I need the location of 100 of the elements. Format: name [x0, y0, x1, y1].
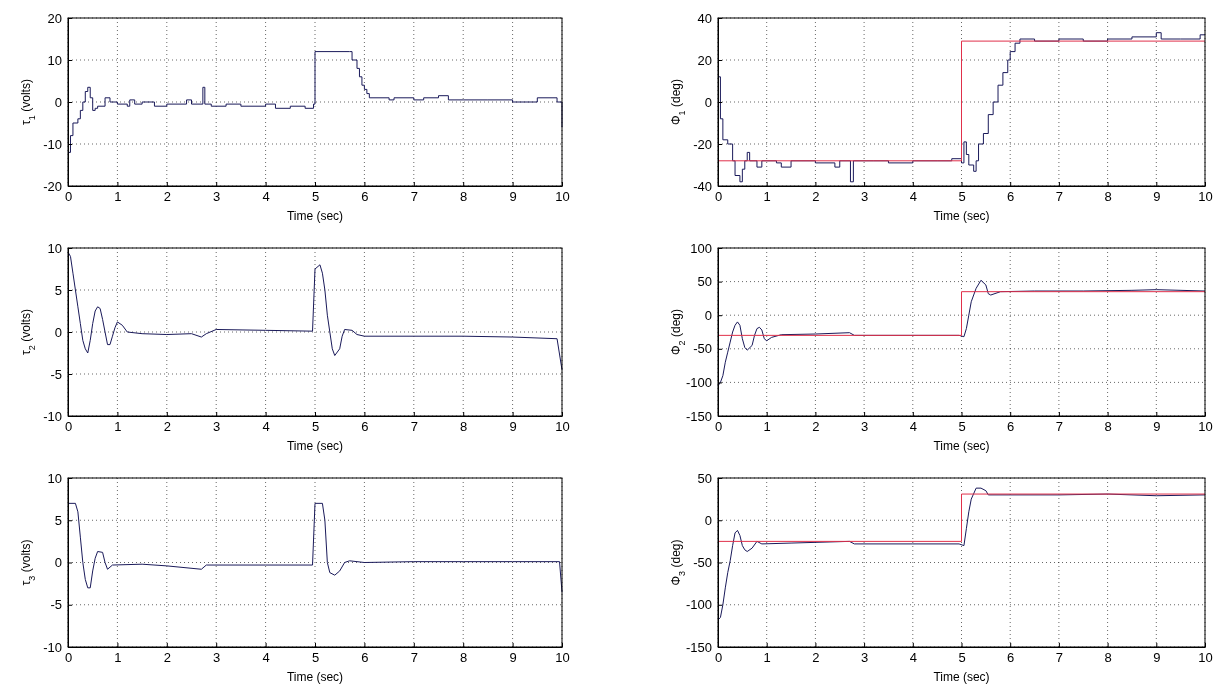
x-tick-label: 2: [812, 189, 820, 205]
x-tick-label: 0: [64, 650, 73, 666]
x-tick-label: 0: [714, 189, 723, 205]
x-tick-label: 3: [213, 650, 221, 666]
x-tick-label: 10: [1198, 419, 1213, 435]
x-tick-label: 7: [410, 419, 418, 435]
x-axis-title: Time (sec): [286, 209, 344, 223]
x-tick-label: 7: [1055, 419, 1064, 435]
y-tick-label: 5: [54, 282, 62, 298]
x-tick-label: 5: [958, 650, 966, 666]
x-tick-label: 5: [311, 419, 320, 435]
x-tick-label: 4: [262, 419, 270, 435]
x-tick-label: 10: [555, 650, 570, 666]
x-axis-title: Time (sec): [933, 670, 990, 684]
y-tick-label: -50: [693, 341, 712, 357]
x-tick-label: 5: [311, 650, 320, 666]
y-tick-label: 10: [47, 52, 62, 68]
x-tick-label: 4: [262, 189, 270, 205]
x-tick-label: 9: [1153, 419, 1161, 435]
y-tick-label: 10: [47, 240, 62, 256]
x-tick-label: 9: [509, 419, 517, 435]
x-tick-label: 4: [262, 650, 270, 666]
x-axis-title: Time (sec): [286, 439, 344, 453]
x-tick-label: 6: [1007, 419, 1015, 435]
y-tick-label: -10: [43, 136, 62, 152]
x-tick-label: 1: [114, 419, 122, 435]
x-axis-title: Time (sec): [933, 209, 990, 223]
y-tick-label: 0: [704, 94, 712, 110]
x-tick-label: 3: [860, 189, 869, 205]
x-tick-label: 10: [1198, 650, 1213, 666]
y-tick-label: -100: [685, 375, 712, 391]
x-tick-label: 6: [1007, 650, 1015, 666]
x-tick-label: 5: [958, 189, 966, 205]
y-tick-label: -20: [693, 136, 712, 152]
x-tick-label: 8: [1104, 189, 1112, 205]
x-tick-label: 6: [361, 189, 369, 205]
x-tick-label: 2: [812, 650, 820, 666]
x-tick-label: 3: [213, 419, 221, 435]
x-tick-label: 2: [163, 650, 171, 666]
x-axis-title: Time (sec): [286, 670, 344, 684]
y-tick-label: 0: [54, 555, 62, 571]
x-axis-title: Time (sec): [933, 439, 990, 453]
x-tick-label: 3: [860, 650, 869, 666]
x-tick-label: 8: [1104, 419, 1112, 435]
x-tick-label: 2: [163, 189, 171, 205]
x-tick-label: 2: [163, 419, 171, 435]
y-tick-label: 20: [697, 52, 712, 68]
x-tick-label: 7: [410, 650, 418, 666]
x-tick-label: 0: [714, 419, 723, 435]
x-tick-label: 6: [361, 419, 369, 435]
x-tick-label: 9: [1153, 650, 1161, 666]
x-tick-label: 7: [410, 189, 418, 205]
x-tick-label: 9: [509, 189, 517, 205]
x-tick-label: 8: [460, 419, 468, 435]
y-tick-label: -20: [43, 178, 62, 194]
y-tick-label: 5: [54, 512, 62, 528]
x-tick-label: 0: [64, 189, 73, 205]
y-tick-label: -150: [685, 639, 712, 655]
x-tick-label: 8: [1104, 650, 1112, 666]
x-tick-label: 3: [213, 189, 221, 205]
x-tick-label: 1: [114, 189, 122, 205]
y-tick-label: -10: [43, 408, 62, 424]
x-tick-label: 4: [909, 189, 917, 205]
y-tick-label: 50: [697, 274, 712, 290]
y-tick-label: -5: [50, 597, 62, 613]
x-tick-label: 6: [1007, 189, 1015, 205]
x-tick-label: 9: [509, 650, 517, 666]
x-tick-label: 7: [1055, 650, 1064, 666]
x-tick-label: 8: [460, 189, 468, 205]
x-tick-label: 5: [958, 419, 966, 435]
y-tick-label: -10: [43, 639, 62, 655]
x-tick-label: 10: [555, 419, 570, 435]
y-tick-label: -40: [693, 178, 712, 194]
y-tick-label: -5: [50, 366, 62, 382]
x-tick-label: 8: [460, 650, 468, 666]
x-tick-label: 0: [714, 650, 723, 666]
y-tick-label: -100: [685, 597, 712, 613]
y-tick-label: -150: [685, 408, 712, 424]
x-tick-label: 1: [114, 650, 122, 666]
y-tick-label: 40: [697, 10, 712, 26]
y-tick-label: -50: [693, 555, 712, 571]
x-tick-label: 10: [555, 189, 570, 205]
y-tick-label: 0: [54, 94, 62, 110]
x-tick-label: 0: [64, 419, 73, 435]
x-tick-label: 3: [860, 419, 869, 435]
x-tick-label: 9: [1153, 189, 1161, 205]
x-tick-label: 1: [763, 650, 771, 666]
x-tick-label: 7: [1055, 189, 1064, 205]
x-tick-label: 1: [763, 189, 771, 205]
y-tick-label: 0: [704, 307, 712, 323]
x-tick-label: 1: [763, 419, 771, 435]
y-tick-label: 100: [690, 240, 712, 256]
y-tick-label: 50: [697, 470, 712, 486]
y-tick-label: 10: [47, 470, 62, 486]
x-tick-label: 6: [361, 650, 369, 666]
x-tick-label: 2: [812, 419, 820, 435]
x-tick-label: 4: [909, 419, 917, 435]
x-tick-label: 4: [909, 650, 917, 666]
y-tick-label: 0: [54, 324, 62, 340]
x-tick-label: 5: [311, 189, 320, 205]
